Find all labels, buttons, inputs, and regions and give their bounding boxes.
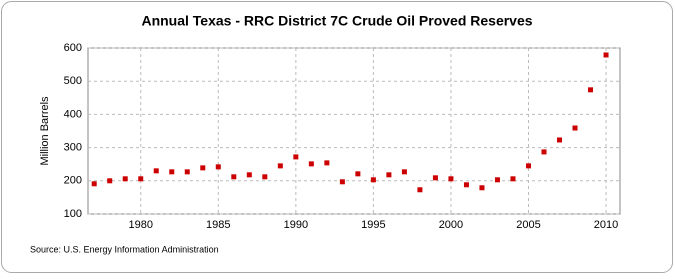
point (308, 161, 314, 167)
y-tick-label: 500 (64, 75, 82, 87)
point (463, 182, 469, 188)
frame (1, 1, 673, 273)
source: Source: U.S. Energy Information Administ… (30, 244, 219, 254)
point (386, 172, 392, 178)
point (138, 176, 144, 182)
x-tick-label: 1980 (128, 219, 152, 231)
point (541, 149, 547, 155)
point (153, 168, 159, 174)
y-tick-label: 100 (64, 208, 82, 220)
point (603, 52, 609, 58)
point (510, 176, 516, 182)
y-tick-label: 600 (64, 42, 82, 54)
point (231, 174, 237, 180)
point (432, 175, 438, 181)
point (572, 125, 578, 131)
x-tick-label: 1990 (284, 219, 308, 231)
point (324, 160, 330, 166)
x-tick-label: 1985 (206, 219, 230, 231)
point (355, 171, 361, 177)
point (215, 164, 221, 170)
point (525, 163, 531, 169)
y-tick-label: 200 (64, 175, 82, 187)
point (588, 87, 594, 93)
x-tick-label: 2010 (594, 219, 618, 231)
point (277, 163, 283, 169)
y-tick-label: 300 (64, 142, 82, 154)
point (557, 137, 563, 143)
point (293, 154, 299, 160)
point (479, 185, 485, 191)
point (91, 181, 97, 187)
point (262, 174, 268, 180)
chart-title: Annual Texas - RRC District 7C Crude Oil… (141, 13, 532, 29)
x-tick-label: 2000 (439, 219, 463, 231)
point (494, 177, 500, 183)
point (370, 177, 376, 183)
y-axis-label: Million Barrels (39, 96, 51, 166)
point (184, 169, 190, 175)
point (339, 179, 345, 185)
point (107, 178, 113, 184)
point (200, 165, 206, 171)
point (448, 176, 454, 182)
point (417, 187, 423, 193)
point (401, 169, 407, 175)
point (169, 169, 175, 175)
point (246, 172, 252, 178)
point (122, 176, 128, 182)
y-tick-label: 400 (64, 108, 82, 120)
x-tick-label: 2005 (516, 219, 540, 231)
x-tick-label: 1995 (361, 219, 385, 231)
